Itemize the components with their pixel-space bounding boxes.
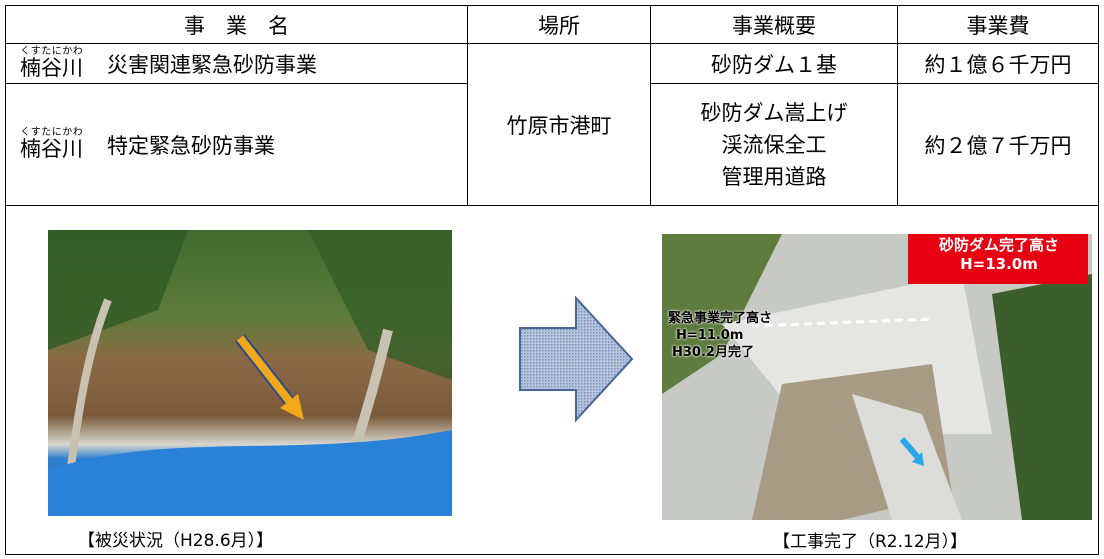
location: 竹原市港町 xyxy=(506,113,612,138)
ruby: くすたにかわ xyxy=(20,126,83,138)
caption: 【被災状況（H28.6月）】 xyxy=(78,531,274,551)
emergency-height: 緊急事業完了高さ H=11.0m H30.2月完了 xyxy=(668,310,772,361)
header: 事業概要 xyxy=(732,13,816,38)
header: 事業費 xyxy=(966,13,1030,38)
label: 緊急事業完了高さ xyxy=(668,311,773,326)
header-cell: 事 業 名 xyxy=(5,5,468,44)
header-cell: 事業概要 xyxy=(650,5,898,44)
name: 特定緊急砂防事業 xyxy=(107,133,275,158)
name-base: 楠谷川くすたにかわ xyxy=(20,46,83,82)
final-height: 砂防ダム完了高さ H=13.0m xyxy=(912,236,1086,274)
text: 楠谷川 xyxy=(20,136,83,161)
cost-cell: 約２億７千万円 xyxy=(897,83,1099,206)
summary: 砂防ダム嵩上げ xyxy=(700,100,848,125)
summary: 渓流保全工 xyxy=(721,132,827,157)
summary: 砂防ダム１基 xyxy=(711,52,837,77)
label: H30.2月完了 xyxy=(672,345,754,360)
photo-damage xyxy=(48,230,452,516)
header-cell: 場所 xyxy=(467,5,651,44)
label: H=11.0m xyxy=(676,328,744,343)
summary-cell: 砂防ダム嵩上げ 渓流保全工 管理用道路 xyxy=(650,83,898,206)
name: 災害関連緊急砂防事業 xyxy=(107,52,317,77)
label: 砂防ダム完了高さ xyxy=(938,236,1059,254)
label: H=13.0m xyxy=(960,255,1038,273)
ruby: くすたにかわ xyxy=(20,45,83,57)
arrow xyxy=(519,296,634,422)
location-cell: 竹原市港町 xyxy=(467,43,651,206)
summary: 管理用道路 xyxy=(721,164,827,189)
photo-completed xyxy=(662,234,1092,520)
cost-cell: 約１億６千万円 xyxy=(897,43,1099,84)
name-base: 楠谷川くすたにかわ xyxy=(20,127,83,163)
header: 事 業 名 xyxy=(184,13,289,38)
caption: 【工事完了（R2.12月）】 xyxy=(773,532,968,552)
cost: 約１億６千万円 xyxy=(924,52,1072,77)
photo-cell xyxy=(5,205,1099,555)
header: 場所 xyxy=(538,13,580,38)
name-cell: 楠谷川くすたにかわ 特定緊急砂防事業 xyxy=(5,83,468,206)
header-cell: 事業費 xyxy=(897,5,1099,44)
name-cell: 楠谷川くすたにかわ 災害関連緊急砂防事業 xyxy=(5,43,468,84)
text: 楠谷川 xyxy=(20,55,83,80)
cost: 約２億７千万円 xyxy=(924,133,1072,158)
summary-cell: 砂防ダム１基 xyxy=(650,43,898,84)
